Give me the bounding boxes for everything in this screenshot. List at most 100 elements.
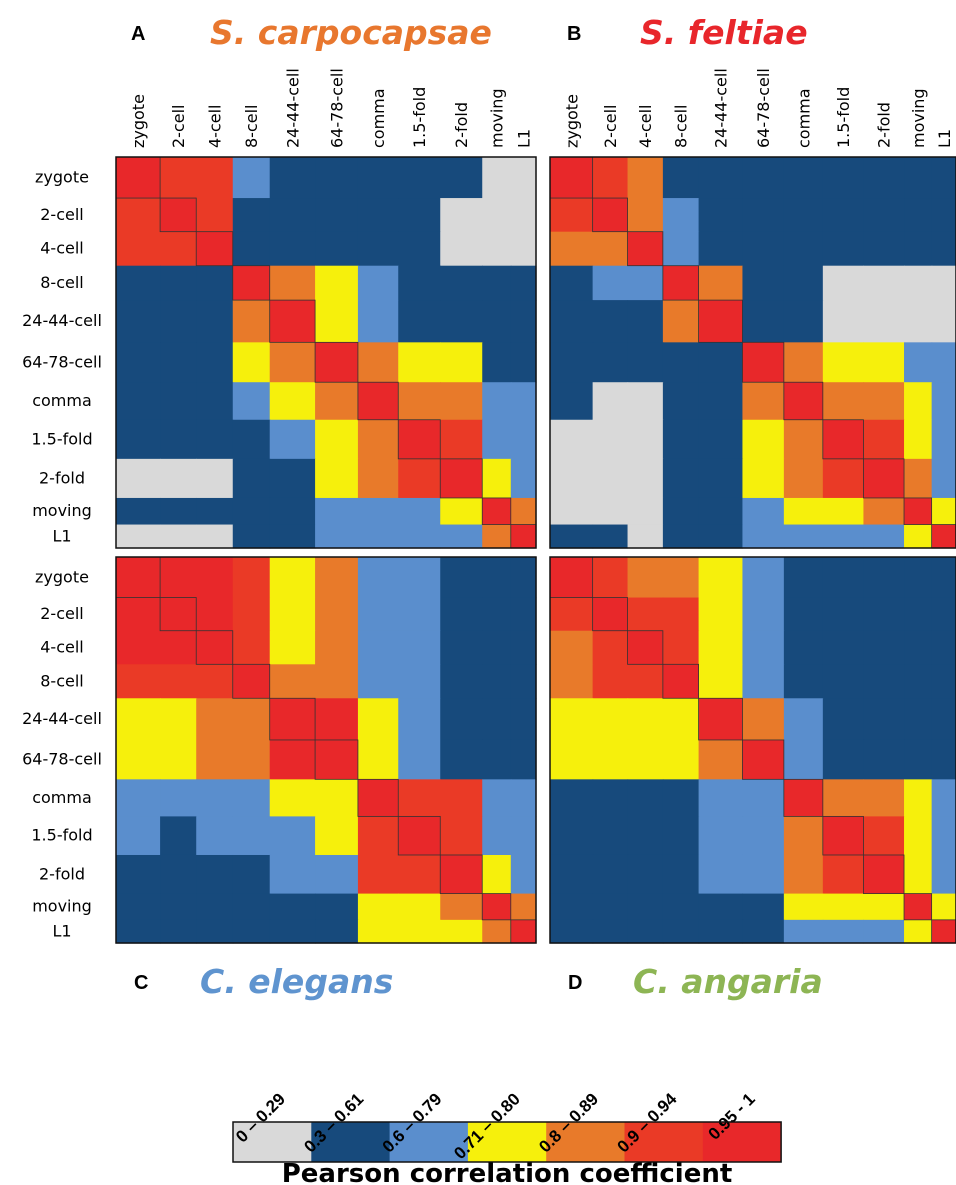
heatmap-cell-C-3-11 [510, 630, 537, 665]
heatmap-cell-B-3-7 [783, 231, 824, 267]
heatmap-cell-D-9-3 [627, 854, 664, 895]
heatmap-cell-B-3-11 [931, 231, 956, 267]
row-label-A-10: moving [32, 501, 92, 520]
heatmap-cell-A-10-11 [510, 497, 537, 526]
heatmap-cell-C-10-4 [232, 893, 271, 921]
heatmap-cell-A-9-11 [510, 458, 537, 499]
heatmap-cell-B-5-8 [822, 300, 865, 343]
heatmap-cell-C-10-11 [510, 893, 537, 921]
row-label-C-10: moving [32, 897, 92, 916]
heatmap-cell-C-1-4 [232, 557, 271, 599]
heatmap-cell-A-6-9 [440, 342, 483, 383]
diagonal-box-A-3 [195, 231, 234, 267]
heatmap-cell-C-5-7 [357, 698, 399, 741]
heatmap-cell-C-8-8 [398, 816, 441, 856]
panel-letter-C: C [134, 972, 148, 994]
heatmap-cell-B-11-10 [904, 524, 933, 549]
heatmap-cell-D-4-4 [662, 664, 700, 699]
heatmap-cell-A-4-10 [482, 265, 512, 301]
species-title-A: S. carpocapsae [210, 13, 492, 52]
heatmap-cell-A-5-7 [357, 300, 399, 343]
heatmap-cell-A-9-1 [116, 458, 161, 499]
heatmap-cell-A-2-2 [160, 198, 197, 233]
heatmap-cell-B-1-3 [627, 157, 664, 199]
heatmap-cell-D-1-2 [592, 557, 629, 599]
heatmap-cell-A-3-7 [357, 231, 399, 267]
heatmap-cell-D-1-10 [904, 557, 933, 599]
diagonal-box-D-7 [783, 778, 824, 817]
heatmap-cell-B-4-8 [822, 265, 865, 301]
heatmap-cell-B-8-10 [904, 419, 933, 460]
heatmap-cell-A-2-3 [196, 198, 234, 233]
heatmap-cell-B-10-4 [662, 497, 700, 526]
heatmap-cell-C-10-3 [196, 893, 234, 921]
heatmap-cell-D-4-3 [627, 664, 664, 699]
heatmap-cell-B-5-5 [698, 300, 744, 343]
heatmap-cell-C-7-5 [269, 779, 316, 817]
heatmap-cell-B-4-5 [698, 265, 744, 301]
heatmap-cell-A-8-2 [160, 419, 197, 460]
heatmap-cell-A-6-2 [160, 342, 197, 383]
species-title-B: S. feltiae [640, 13, 808, 52]
heatmap-cell-B-11-9 [863, 524, 905, 549]
heatmap-cell-D-1-11 [931, 557, 956, 599]
heatmap-cell-A-5-9 [440, 300, 483, 343]
heatmap-cell-C-2-7 [357, 597, 399, 632]
heatmap-cell-C-10-2 [160, 893, 197, 921]
heatmap-cell-A-4-8 [398, 265, 441, 301]
heatmap-cell-B-3-3 [627, 231, 664, 267]
heatmap-cell-A-3-4 [232, 231, 271, 267]
heatmap-cell-C-6-9 [440, 739, 483, 780]
heatmap-cell-A-9-6 [315, 458, 359, 499]
heatmap-cell-B-1-8 [822, 157, 865, 199]
heatmap-cell-D-5-4 [662, 698, 700, 741]
heatmap-cell-A-7-6 [315, 382, 359, 421]
heatmap-cell-C-1-8 [398, 557, 441, 599]
heatmap-cell-C-10-9 [440, 893, 483, 921]
col-label-B-9: 2-fold [875, 102, 894, 148]
heatmap-cell-C-2-1 [116, 597, 161, 632]
heatmap-cell-C-7-10 [482, 779, 512, 817]
heatmap-cell-B-4-4 [662, 265, 700, 301]
heatmap-cell-B-4-7 [783, 265, 824, 301]
diagonal-box-D-8 [822, 815, 864, 856]
heatmap-cell-A-9-7 [357, 458, 399, 499]
diagonal-box-A-8 [397, 419, 441, 460]
heatmap-cell-D-10-11 [931, 893, 956, 921]
heatmap-cell-A-9-8 [398, 458, 441, 499]
heatmap-cell-C-1-7 [357, 557, 399, 599]
heatmap-cell-B-3-5 [698, 231, 744, 267]
heatmap-cell-D-11-1 [550, 919, 594, 944]
heatmap-cell-C-4-11 [510, 664, 537, 699]
heatmap-cell-D-11-10 [904, 919, 933, 944]
col-label-B-2: 2-cell [601, 105, 620, 148]
heatmap-cell-C-4-8 [398, 664, 441, 699]
heatmap-cell-C-5-5 [269, 698, 316, 741]
scale-bin-4 [467, 1122, 547, 1162]
heatmap-cell-D-3-2 [592, 630, 629, 665]
heatmap-cell-C-2-10 [482, 597, 512, 632]
heatmap-cell-B-3-9 [863, 231, 905, 267]
heatmap-cell-C-9-6 [315, 854, 359, 895]
diagonal-box-C-3 [195, 630, 234, 665]
heatmap-cell-D-1-9 [863, 557, 905, 599]
heatmap-cell-D-3-7 [783, 630, 824, 665]
heatmap-cell-B-8-7 [783, 419, 824, 460]
heatmap-cell-C-7-4 [232, 779, 271, 817]
heatmap-cell-C-4-4 [232, 664, 271, 699]
diagonal-box-C-5 [269, 697, 316, 741]
diagonal-box-C-9 [439, 854, 483, 894]
heatmap-cell-B-10-6 [742, 497, 785, 526]
heatmap-cell-B-5-2 [592, 300, 629, 343]
heatmap-cell-D-7-5 [698, 779, 744, 817]
heatmap-cell-C-11-6 [315, 919, 359, 944]
diagonal-box-A-10 [481, 497, 512, 525]
heatmap-cell-D-7-6 [742, 779, 785, 817]
heatmap-cell-D-10-10 [904, 893, 933, 921]
heatmap-cell-D-7-2 [592, 779, 629, 817]
heatmap-cell-D-5-8 [822, 698, 865, 741]
col-label-A-6: 64-78-cell [328, 68, 347, 148]
heatmap-cell-A-5-8 [398, 300, 441, 343]
heatmap-cell-A-9-5 [269, 458, 316, 499]
heatmap-cell-C-4-6 [315, 664, 359, 699]
